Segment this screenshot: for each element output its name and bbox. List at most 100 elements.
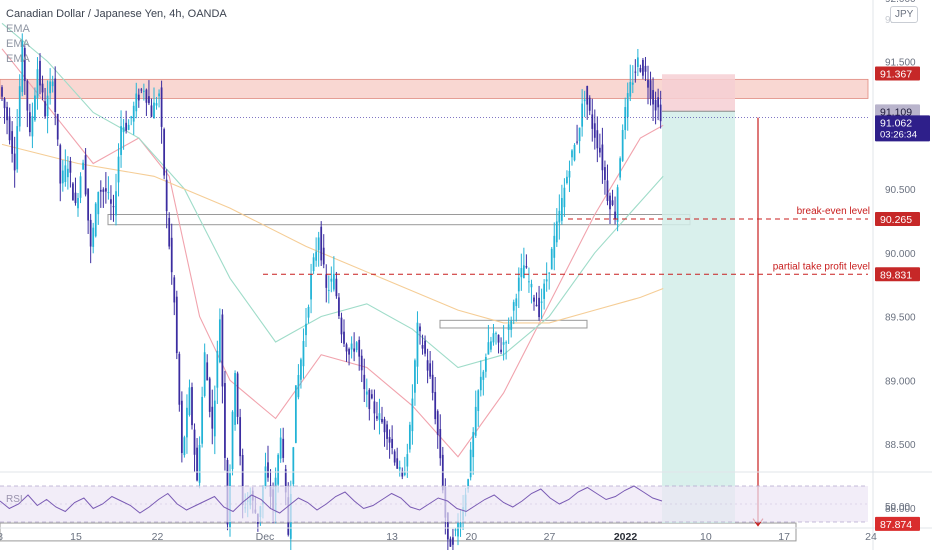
time-tick: Dec	[256, 531, 275, 543]
candle-body	[649, 80, 652, 99]
candle-body	[515, 298, 518, 307]
candle-body	[191, 387, 193, 426]
candle-body	[297, 374, 300, 398]
chart-legend: Canadian Dollar / Japanese Yen, 4h, OAND…	[6, 7, 227, 67]
candle-body	[198, 445, 201, 483]
candle-body	[429, 363, 432, 377]
candle-countdown: 03:26:34	[880, 129, 917, 140]
candle-body	[312, 257, 315, 272]
candle-body	[530, 283, 533, 288]
candle-body	[439, 429, 442, 459]
candle-body	[216, 350, 219, 388]
ema-legend-2[interactable]: EMA	[6, 38, 30, 50]
take-profit-zone[interactable]	[662, 111, 735, 524]
candle-body	[614, 211, 616, 220]
stop-loss-zone[interactable]	[662, 74, 735, 112]
ema-legend-3[interactable]: EMA	[6, 53, 30, 65]
candle-body	[525, 266, 528, 268]
candle-body	[621, 129, 624, 161]
time-tick: 8	[0, 531, 3, 543]
candle-body	[383, 419, 386, 433]
candle-body	[391, 438, 394, 449]
time-tick: 10	[700, 531, 712, 543]
candle-body	[59, 145, 62, 184]
candle-body	[137, 94, 140, 101]
candle-body	[583, 99, 586, 102]
candle-body	[107, 192, 110, 194]
candle-body	[353, 348, 356, 352]
candle-body	[360, 355, 363, 371]
candle-body	[644, 65, 647, 72]
candle-body	[196, 447, 198, 481]
candle-body	[604, 167, 606, 180]
candle-body	[104, 188, 107, 192]
candle-body	[484, 357, 487, 372]
candle-body	[647, 79, 649, 88]
candle-body	[373, 401, 376, 414]
candle-body	[51, 81, 54, 87]
price-tag-partial[interactable]	[875, 267, 920, 282]
candle-body	[411, 398, 414, 432]
time-tick: 2022	[614, 531, 638, 543]
last-price-tag[interactable]	[875, 115, 930, 142]
candle-body	[26, 80, 29, 111]
price-tag-resistance[interactable]	[875, 66, 920, 81]
price-tag-support[interactable]	[875, 104, 920, 119]
candle-body	[452, 537, 454, 545]
candle-body	[140, 89, 143, 91]
candle-body	[365, 391, 368, 395]
time-tick: 22	[152, 531, 164, 543]
candle-body	[533, 297, 535, 302]
candle-body	[34, 95, 36, 121]
candle-body	[21, 41, 24, 93]
candle-body	[350, 343, 353, 350]
price-tag-value-breakeven: 90.265	[880, 214, 912, 226]
candle-body	[234, 372, 236, 425]
candle-body	[378, 413, 381, 421]
price-tag-breakeven[interactable]	[875, 211, 920, 226]
symbol-title[interactable]: Canadian Dollar / Japanese Yen, 4h, OAND…	[6, 8, 227, 20]
candle-body	[657, 97, 660, 108]
candle-body	[282, 438, 285, 458]
candle-body	[279, 437, 282, 459]
rsi-pane[interactable]: RSI 50.00	[0, 485, 910, 523]
candle-body	[206, 362, 209, 381]
candle-body	[211, 406, 214, 429]
price-tag-target[interactable]	[875, 516, 920, 531]
candle-body	[624, 107, 627, 131]
candle-body	[150, 105, 153, 117]
candle-body	[335, 278, 338, 297]
price-tick: 92.000	[885, 0, 916, 5]
candle-body	[168, 217, 171, 247]
candle-body	[459, 523, 462, 529]
candle-body	[520, 268, 523, 278]
candle-body	[381, 418, 383, 423]
candle-body	[548, 272, 551, 274]
partial-take-profit-label: partial take profit level	[773, 261, 870, 272]
currency-badge[interactable]: JPY	[890, 6, 919, 23]
candle-body	[571, 150, 573, 158]
candle-body	[49, 81, 52, 94]
ema-line-2	[1, 22, 664, 369]
candle-body	[315, 251, 318, 261]
candle-body	[158, 93, 160, 97]
target-box	[0, 522, 797, 542]
breakeven-label: break-even level	[797, 206, 870, 217]
candle-body	[332, 273, 335, 290]
candle-body	[305, 323, 307, 336]
time-tick: 17	[778, 531, 790, 543]
candle-body	[472, 432, 475, 458]
candle-body	[87, 188, 90, 221]
candle-body	[454, 529, 457, 531]
candle-body	[586, 86, 589, 105]
candle-body	[495, 333, 497, 335]
candle-body	[3, 98, 6, 109]
ema-legend-1[interactable]: EMA	[6, 23, 30, 35]
candle-body	[588, 97, 591, 111]
candle-body	[277, 454, 280, 485]
candle-body	[294, 385, 297, 443]
candle-body	[6, 106, 8, 121]
